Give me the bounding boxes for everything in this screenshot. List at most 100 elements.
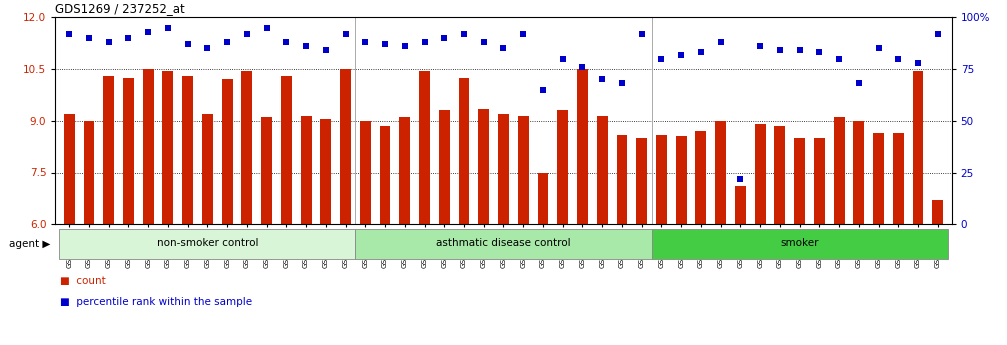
Bar [538,172,549,224]
Bar [616,135,627,224]
Bar [557,110,568,224]
Point [929,31,946,37]
Point [792,48,808,53]
Point [101,39,117,45]
Text: smoker: smoker [780,238,819,248]
Point [179,41,195,47]
Bar [597,116,607,224]
Bar [202,114,212,224]
Bar [242,71,253,224]
Point [555,56,571,61]
Point [278,39,294,45]
Point [81,35,97,41]
Bar [400,117,410,224]
Bar [932,200,944,224]
Bar [577,69,588,224]
FancyBboxPatch shape [59,229,355,259]
Point [436,35,452,41]
Text: ■  count: ■ count [60,276,106,286]
Bar [873,133,884,224]
Point [752,43,768,49]
Bar [63,114,75,224]
Text: non-smoker control: non-smoker control [157,238,258,248]
Text: asthmatic disease control: asthmatic disease control [436,238,571,248]
Bar [419,71,430,224]
Point [298,43,314,49]
Bar [735,186,746,224]
Bar [380,126,391,224]
Bar [853,121,864,224]
Bar [676,136,687,224]
Point [61,31,78,37]
Point [220,39,236,45]
Point [594,77,610,82]
Point [199,46,215,51]
Point [614,81,630,86]
Point [812,50,828,55]
Point [377,41,393,47]
Bar [656,135,667,224]
Bar [104,76,114,224]
Point [890,56,906,61]
Point [831,56,847,61]
Bar [301,116,311,224]
Text: agent ▶: agent ▶ [9,239,50,249]
Bar [359,121,371,224]
Bar [320,119,331,224]
Bar [636,138,648,224]
Point [475,39,491,45]
Point [654,56,670,61]
Bar [754,124,765,224]
Bar [834,117,845,224]
Bar [281,76,292,224]
Bar [162,71,173,224]
Point [633,31,650,37]
FancyBboxPatch shape [355,229,652,259]
Bar [261,117,272,224]
Point [535,87,551,92]
Bar [795,138,805,224]
Point [239,31,255,37]
Point [417,39,433,45]
Point [495,46,512,51]
Bar [458,78,469,224]
Bar [222,79,233,224]
Bar [814,138,825,224]
Bar [439,110,450,224]
Point [357,39,374,45]
Bar [893,133,903,224]
Point [693,50,709,55]
Point [713,39,729,45]
Bar [518,116,529,224]
Point [516,31,532,37]
FancyBboxPatch shape [652,229,948,259]
Point [259,25,275,30]
Point [732,176,748,181]
Bar [912,71,923,224]
Bar [696,131,706,224]
Point [910,60,926,66]
Bar [123,78,134,224]
Text: GDS1269 / 237252_at: GDS1269 / 237252_at [55,2,185,15]
Point [574,64,590,70]
Point [673,52,689,57]
Point [397,43,413,49]
Point [870,46,886,51]
Point [771,48,787,53]
Point [337,31,353,37]
Bar [84,121,95,224]
Bar [715,121,726,224]
Point [140,29,156,34]
Bar [143,69,154,224]
Bar [340,69,351,224]
Point [851,81,867,86]
Point [456,31,472,37]
Point [318,48,334,53]
Bar [774,126,785,224]
Point [160,25,176,30]
Text: ■  percentile rank within the sample: ■ percentile rank within the sample [60,297,253,307]
Bar [478,109,489,224]
Bar [498,114,509,224]
Point [121,35,137,41]
Bar [182,76,193,224]
